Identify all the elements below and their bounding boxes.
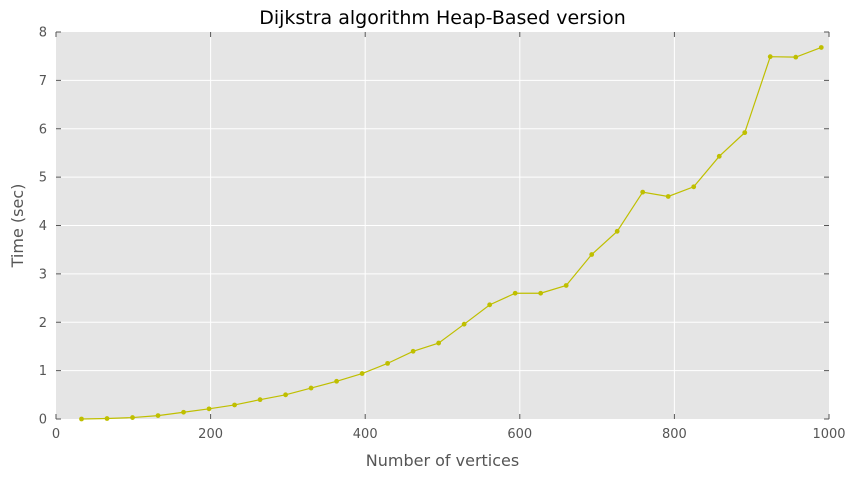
data-point (385, 360, 391, 366)
data-point (334, 378, 339, 384)
data-point (589, 252, 595, 257)
data-point (716, 153, 722, 159)
data-point (461, 321, 467, 327)
grid-lines (56, 32, 829, 419)
data-point (155, 413, 161, 419)
data-point (742, 130, 748, 136)
data-point (538, 290, 544, 296)
x-tick-label: 800 (662, 427, 687, 442)
data-point (79, 416, 84, 422)
axis-ticks (55, 31, 830, 420)
x-tick-label: 0 (52, 427, 60, 442)
data-point (232, 402, 237, 408)
data-point (691, 184, 697, 190)
data-point (181, 409, 186, 415)
y-tick-label: 6 (39, 122, 47, 137)
data-point (130, 415, 135, 420)
data-point (104, 416, 110, 421)
data-point (359, 371, 365, 376)
x-tick-label: 400 (353, 427, 378, 442)
y-tick-label: 8 (39, 26, 47, 41)
x-tick-label: 200 (198, 427, 223, 442)
data-point (640, 189, 646, 195)
data-point (487, 302, 493, 308)
x-axis-label: Number of vertices (366, 451, 519, 470)
data-point (206, 406, 212, 412)
y-tick-label: 2 (39, 316, 47, 331)
data-point (793, 54, 799, 60)
x-tick-label: 1000 (812, 427, 845, 442)
y-tick-label: 0 (39, 413, 47, 428)
series-line (81, 46, 822, 420)
data-point (512, 290, 518, 296)
y-axis-label: Time (sec) (8, 184, 27, 269)
y-tick-label: 5 (39, 171, 47, 186)
x-tick-labels: 0 200 400 600 800 1000 (52, 427, 846, 442)
x-tick-label: 600 (507, 427, 532, 442)
data-point (614, 228, 620, 234)
y-tick-label: 3 (39, 267, 47, 282)
y-tick-label: 4 (39, 219, 47, 234)
data-point (563, 283, 569, 288)
data-point (410, 348, 416, 354)
chart-title: Dijkstra algorithm Heap-Based version (259, 7, 626, 29)
data-point (665, 194, 671, 199)
y-tick-labels: 0 1 2 3 4 5 6 7 8 (39, 26, 47, 428)
data-point (308, 385, 314, 391)
data-point (818, 45, 824, 50)
data-points (79, 45, 824, 422)
y-tick-label: 7 (39, 74, 47, 89)
y-tick-label: 1 (39, 364, 47, 379)
data-point (257, 397, 263, 403)
data-point (283, 392, 288, 398)
data-point (767, 54, 773, 60)
data-point (436, 340, 442, 346)
